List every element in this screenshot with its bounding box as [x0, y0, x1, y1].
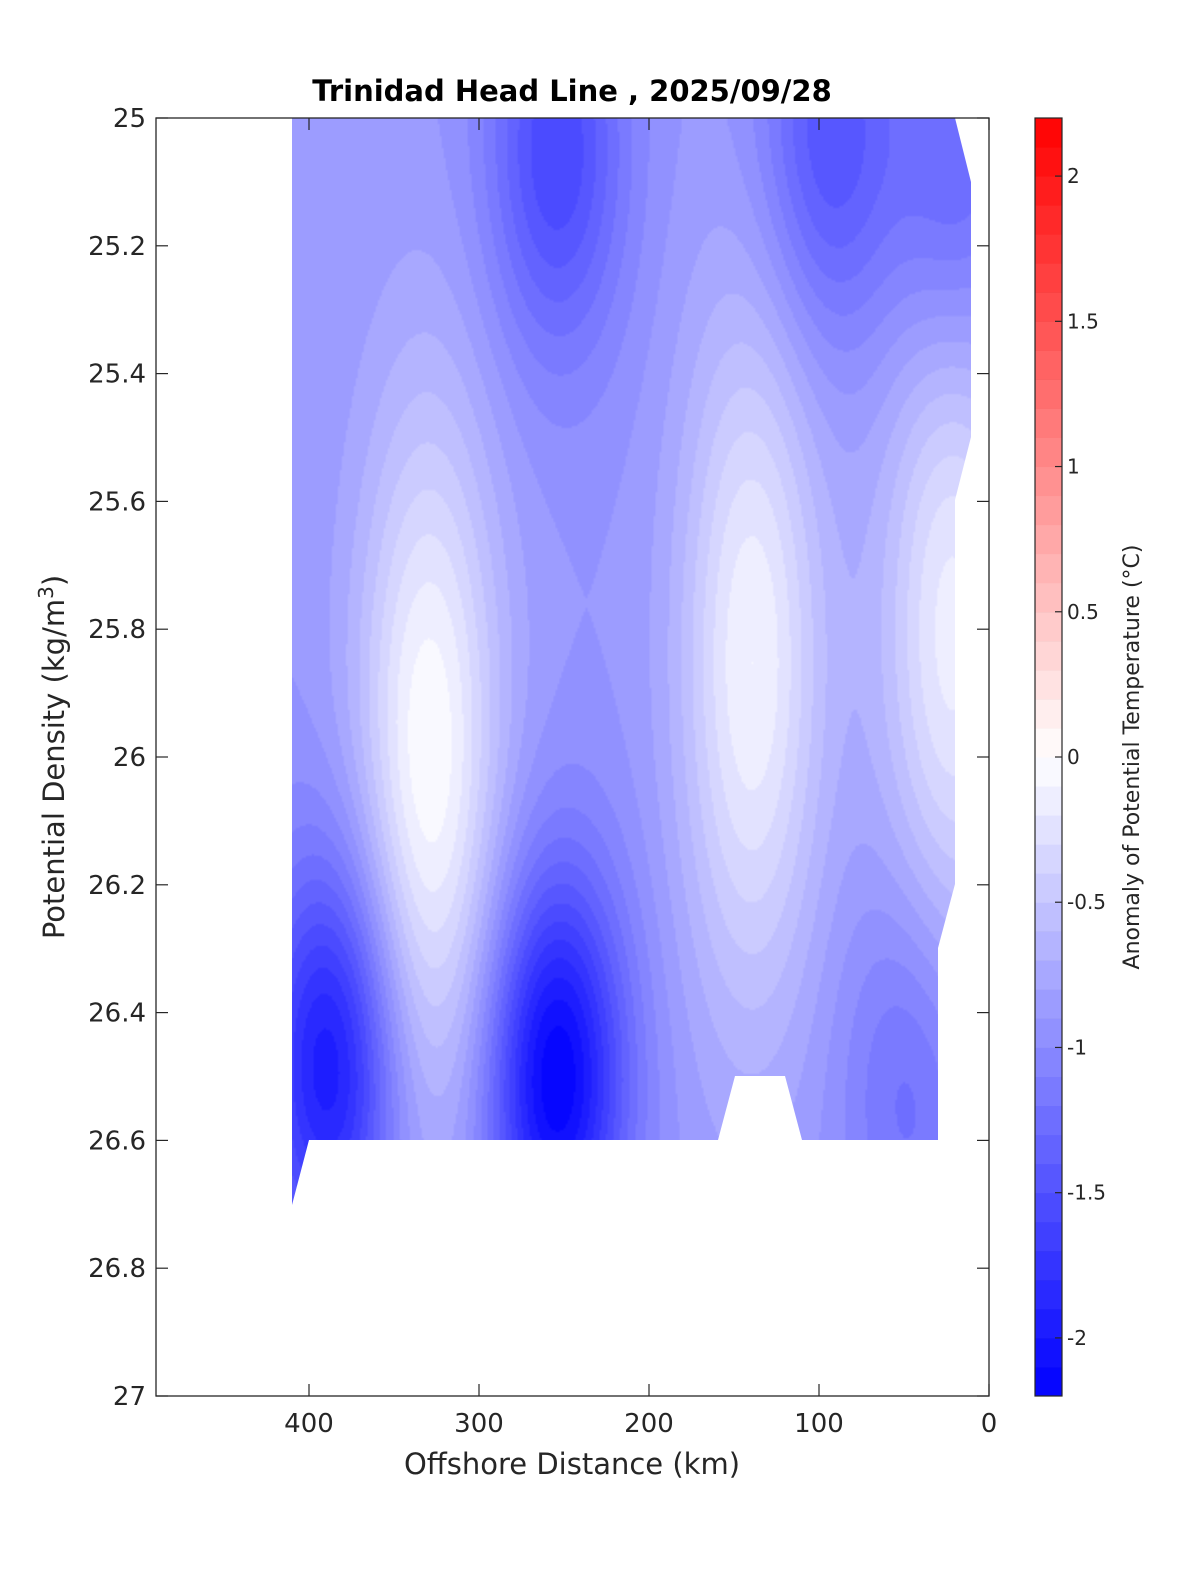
colorbar-swatch	[1035, 1047, 1062, 1077]
y-tick-label: 25.2	[88, 232, 146, 262]
colorbar-swatch	[1035, 379, 1062, 409]
y-axis-ticks: 25 25.2 25.4 25.6 25.8 26 26.2 26.4 26.6 26.8 27	[88, 104, 989, 1412]
colorbar-tick-label: 1	[1067, 455, 1080, 479]
x-axis-label: Offshore Distance (km)	[404, 1447, 740, 1481]
colorbar-tick-label: -2	[1067, 1326, 1087, 1350]
colorbar-swatch	[1035, 1337, 1062, 1368]
colorbar-swatch	[1035, 437, 1062, 468]
colorbar-tick-label: -0.5	[1067, 890, 1106, 914]
colorbar-tick-label: -1	[1067, 1035, 1087, 1059]
colorbar-swatch	[1035, 727, 1062, 758]
colorbar-swatch	[1035, 1308, 1062, 1339]
colorbar-swatch	[1035, 1221, 1062, 1252]
colorbar-swatch	[1035, 582, 1062, 613]
colorbar-swatch	[1035, 931, 1062, 961]
y-tick-label: 25	[113, 104, 146, 134]
y-tick-label: 27	[113, 1382, 146, 1412]
colorbar-tick-label: -1.5	[1067, 1181, 1106, 1205]
colorbar-swatch	[1035, 757, 1062, 787]
colorbar-tick-label: 0.5	[1067, 600, 1099, 624]
x-tick-label: 200	[624, 1409, 674, 1439]
colorbar-swatch	[1035, 960, 1062, 990]
colorbar-swatch	[1035, 234, 1062, 264]
colorbar-swatch	[1035, 844, 1062, 874]
colorbar-swatch	[1035, 669, 1062, 700]
colorbar-label: Anomaly of Potential Temperature (°C)	[1120, 545, 1145, 970]
y-tick-label: 25.4	[88, 360, 146, 390]
colorbar-swatch	[1035, 1192, 1062, 1223]
colorbar-swatch	[1035, 321, 1062, 351]
colorbar-swatch	[1035, 1076, 1062, 1107]
colorbar-tick-label: 0	[1067, 745, 1080, 769]
colorbar-swatch	[1035, 495, 1062, 526]
y-axis-label-superscript: 3	[34, 586, 58, 599]
colorbar-swatch	[1035, 1134, 1062, 1165]
colorbar-swatch	[1035, 408, 1062, 438]
colorbar-swatch	[1035, 466, 1062, 497]
colorbar-swatch	[1035, 205, 1062, 235]
colorbar: 2 1.5 1 0.5 0 -0.5 -1 -1.5 -2	[1034, 117, 1106, 1397]
y-tick-label: 25.6	[88, 487, 146, 517]
y-axis-label-main: Potential Density (kg/m	[37, 599, 71, 939]
colorbar-swatch	[1035, 147, 1062, 177]
chart-title: Trinidad Head Line , 2025/09/28	[312, 74, 832, 108]
colorbar-swatch	[1035, 118, 1062, 148]
colorbar-swatch	[1035, 1366, 1062, 1397]
colorbar-tick-label: 1.5	[1067, 309, 1099, 333]
colorbar-swatch	[1035, 1250, 1062, 1281]
colorbar-swatch	[1035, 815, 1062, 845]
colorbar-swatch	[1035, 989, 1062, 1019]
x-tick-label: 300	[454, 1409, 504, 1439]
colorbar-swatch	[1035, 350, 1062, 380]
x-tick-label: 400	[284, 1409, 334, 1439]
colorbar-swatch	[1035, 873, 1062, 903]
colorbar-swatch	[1035, 786, 1062, 816]
y-tick-label: 26.4	[88, 999, 146, 1029]
colorbar-swatch	[1035, 263, 1062, 293]
x-axis-ticks: 400 300 200 100 0	[284, 118, 997, 1439]
y-axis-label-close: )	[37, 575, 71, 586]
colorbar-swatch	[1035, 1279, 1062, 1310]
colorbar-swatch	[1035, 902, 1062, 932]
x-tick-label: 0	[981, 1409, 998, 1439]
y-tick-label: 26.6	[88, 1126, 146, 1156]
colorbar-swatch	[1035, 553, 1062, 584]
colorbar-swatch	[1035, 176, 1062, 206]
colorbar-swatch	[1035, 611, 1062, 642]
colorbar-swatch	[1035, 292, 1062, 322]
y-axis-label: Potential Density (kg/m3)	[34, 575, 71, 939]
colorbar-swatch	[1035, 1163, 1062, 1194]
colorbar-swatch	[1035, 1105, 1062, 1136]
y-tick-label: 26	[113, 743, 146, 773]
y-tick-label: 26.2	[88, 871, 146, 901]
colorbar-swatch	[1035, 1018, 1062, 1048]
contour-field	[292, 118, 971, 1205]
colorbar-swatch	[1035, 524, 1062, 555]
y-tick-label: 26.8	[88, 1254, 146, 1284]
colorbar-swatch	[1035, 698, 1062, 729]
y-tick-label: 25.8	[88, 615, 146, 645]
colorbar-tick-label: 2	[1067, 164, 1080, 188]
colorbar-swatch	[1035, 640, 1062, 671]
x-tick-label: 100	[794, 1409, 844, 1439]
